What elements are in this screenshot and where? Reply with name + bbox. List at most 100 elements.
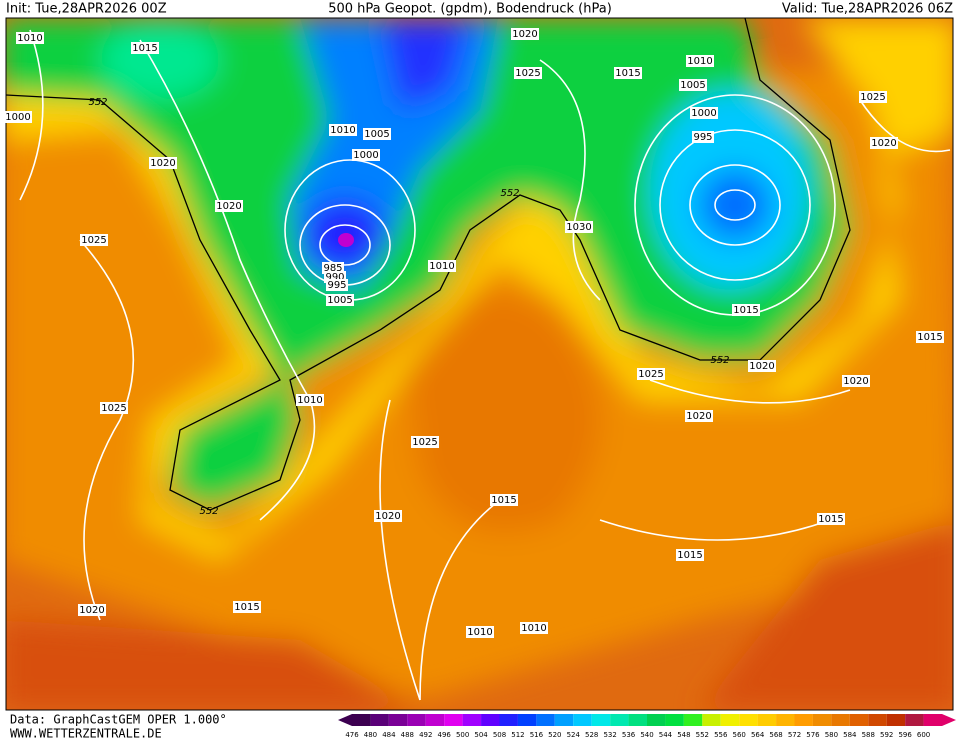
- label-box: [466, 626, 494, 638]
- isobar-label: 995: [693, 132, 712, 143]
- isobar-label: 1010: [467, 627, 492, 638]
- legend-swatch: [573, 714, 592, 726]
- legend-value: 524: [567, 731, 581, 739]
- label-box: [490, 494, 518, 506]
- label-box: [149, 157, 177, 169]
- isobar-label: 985: [323, 263, 342, 274]
- legend-swatch: [849, 714, 869, 726]
- isobar-label: 1000: [353, 150, 378, 161]
- contour-552: [6, 18, 851, 511]
- isobar-label: 1020: [216, 201, 241, 212]
- legend-swatch: [591, 714, 611, 726]
- contour-label: 552: [500, 188, 519, 199]
- label-box: [78, 604, 106, 616]
- legend-value: 572: [788, 731, 801, 739]
- site: WWW.WETTERZENTRALE.DE: [10, 727, 162, 741]
- legend-value: 584: [843, 731, 857, 739]
- isobar-label: 1015: [818, 514, 843, 525]
- legend-swatch: [554, 714, 574, 726]
- isobar-label: 1020: [843, 376, 868, 387]
- legend-swatch: [462, 714, 482, 726]
- legend-swatch: [628, 714, 647, 726]
- legend-swatch: [517, 714, 537, 726]
- legend-value: 520: [548, 731, 561, 739]
- legend-value: 600: [917, 731, 930, 739]
- legend-swatch: [352, 714, 371, 726]
- label-box: [870, 137, 898, 149]
- isobar-label: 1020: [749, 361, 774, 372]
- legend-swatch: [720, 714, 740, 726]
- legend-swatch: [868, 714, 887, 726]
- legend-value: 516: [530, 731, 544, 739]
- isobar-label: 1015: [615, 68, 640, 79]
- isobar-label: 1010: [17, 33, 42, 44]
- isobar-label: 995: [327, 280, 346, 291]
- legend-arrow-left: [338, 714, 352, 726]
- isobar-label: 1015: [491, 495, 516, 506]
- legend-value: 596: [898, 731, 912, 739]
- legend-value: 488: [401, 731, 414, 739]
- legend-value: 580: [825, 731, 838, 739]
- field-blur: [6, 18, 953, 710]
- legend-swatch: [388, 714, 408, 726]
- label-box: [817, 513, 845, 525]
- label-box: [676, 549, 704, 561]
- isobar-label: 1025: [101, 403, 126, 414]
- legend-value: 484: [382, 731, 396, 739]
- label-box: [842, 375, 870, 387]
- legend-swatch: [683, 714, 703, 726]
- field-yellow: [6, 18, 953, 560]
- isobar-label: 1000: [691, 108, 716, 119]
- legend-swatch: [831, 714, 850, 726]
- legend-swatch: [905, 714, 924, 726]
- isobar-label: 1015: [733, 305, 758, 316]
- isobar-label: 1015: [677, 550, 702, 561]
- label-box: [100, 402, 128, 414]
- contour-label: 552: [88, 97, 107, 108]
- legend-swatch: [610, 714, 629, 726]
- isobar-label: 1015: [234, 602, 259, 613]
- label-box: [679, 79, 707, 91]
- label-box: [520, 622, 548, 634]
- legend-value: 552: [696, 731, 709, 739]
- label-box: [296, 394, 324, 406]
- label-box: [411, 436, 439, 448]
- isobar-label: 1020: [871, 138, 896, 149]
- label-box: [565, 221, 593, 233]
- isobar-label: 1015: [132, 43, 157, 54]
- isobar-label: 1020: [686, 411, 711, 422]
- isobar-label: 1005: [327, 295, 352, 306]
- legend-swatch: [702, 714, 721, 726]
- legend-value: 512: [511, 731, 524, 739]
- legend-value: 564: [751, 731, 765, 739]
- label-box: [131, 42, 159, 54]
- label-box: [732, 304, 760, 316]
- legend-swatch: [812, 714, 832, 726]
- isobar-label: 1010: [429, 261, 454, 272]
- legend-swatch: [665, 714, 684, 726]
- field-dark-sw: [6, 620, 420, 710]
- label-box: [16, 32, 44, 44]
- map-frame: [5, 17, 954, 711]
- label-box: [686, 55, 714, 67]
- field-purple: [338, 233, 354, 247]
- legend-value: 548: [677, 731, 690, 739]
- legend-swatch: [481, 714, 500, 726]
- isobar-label: 1020: [79, 605, 104, 616]
- legend-swatch: [407, 714, 426, 726]
- label-box: [614, 67, 642, 79]
- legend-value: 528: [585, 731, 598, 739]
- init-label: Init: Tue,28APR2026 00Z: [6, 2, 167, 17]
- label-box: [514, 67, 542, 79]
- legend-value: 544: [659, 731, 673, 739]
- legend-swatch: [499, 714, 518, 726]
- legend-value: 532: [603, 731, 616, 739]
- legend-swatch: [757, 714, 777, 726]
- legend-swatch: [370, 714, 389, 726]
- legend-swatch: [776, 714, 795, 726]
- label-box: [329, 124, 357, 136]
- isobar-label: 1030: [566, 222, 591, 233]
- isobar-label: 1010: [687, 56, 712, 67]
- field-blue-low: [700, 170, 770, 240]
